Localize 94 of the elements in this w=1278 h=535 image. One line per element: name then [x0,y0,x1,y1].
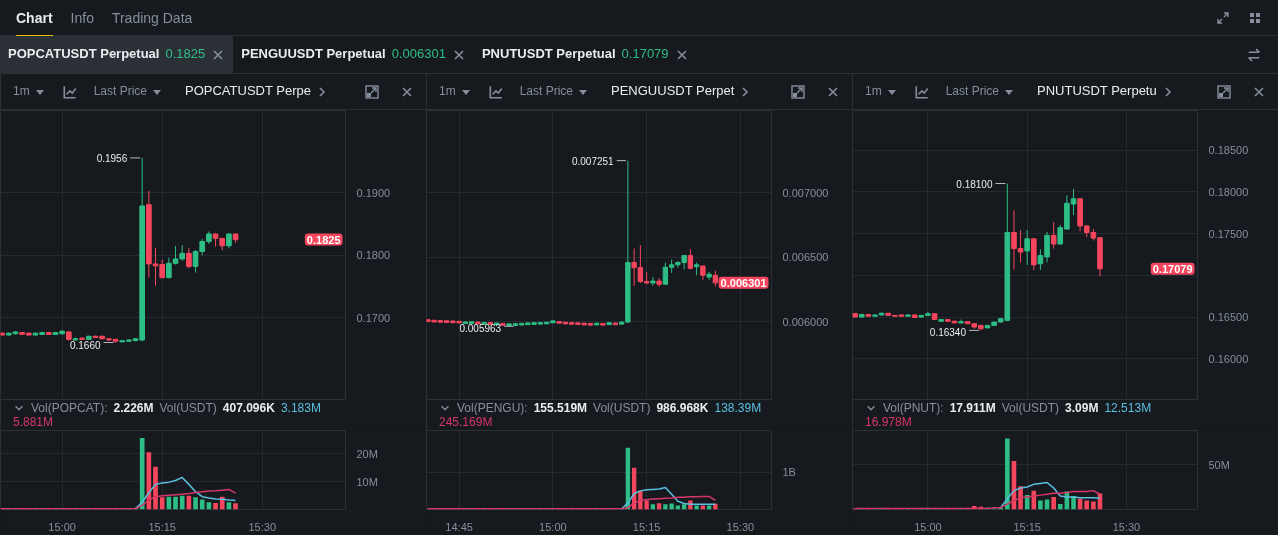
text: POPCATUSDT Perpetual [8,45,160,64]
annotation: 0.006301 [720,276,767,289]
text: 0.006301 [391,45,446,64]
text: Trading Data [111,8,193,28]
y-tick-label: 10M [356,475,378,488]
text: 407.096K [222,401,275,415]
annotation: 0.005963 [459,323,502,335]
x-tick-label: 15:00 [914,520,942,533]
annotation: 0.17079 [1152,262,1193,275]
annotation: 0.1660 [69,339,101,351]
text: 1m [13,82,30,100]
bar [694,505,699,510]
annotation: 0.1825 [306,233,341,246]
y-tick-label: 0.006000 [782,315,829,328]
bar [159,497,165,510]
x-tick-label: 15:15 [632,520,661,533]
text: Vol(USDT) [1001,401,1060,415]
chart-title: PNUTUSDT Perpetu [1037,82,1157,101]
y-tick-label: 0.1700 [356,311,391,324]
text: 1m [439,82,456,100]
y-tick-label: 0.006500 [782,251,829,264]
bar [193,497,198,510]
candlestick [186,247,192,269]
bar [173,496,178,510]
text: 986.968K [656,401,709,415]
y-tick-label: 20M [356,447,378,460]
bar [1038,500,1043,510]
text: Info [70,8,94,28]
line-series [134,476,237,510]
text: Vol(POPCAT): [31,401,108,415]
bar [179,495,185,510]
text: Vol(PENGU): [457,401,528,415]
text: Vol(USDT) [593,401,651,415]
candlestick [1024,229,1030,266]
text: 138.39M [714,401,762,415]
annotation: 0.18100 [956,178,993,190]
y-tick-label: 0.18000 [1208,185,1249,198]
text: 5.881M [13,415,54,429]
y-tick-label: 0.1800 [356,249,391,262]
annotation: 0.007251 [571,155,615,167]
text: 2.226M [113,401,154,415]
text: Chart [16,0,53,37]
chart-title: PENGUUSDT Perpet [611,82,735,101]
text: Last Price [519,82,574,100]
y-tick-label: 0.16000 [1208,352,1249,365]
y-tick-label: 50M [1208,458,1230,471]
x-tick-label: 15:00 [48,520,76,533]
text: 0.17079 [621,45,669,64]
x-tick-label: 15:00 [539,520,567,533]
y-tick-label: 0.18500 [1208,144,1249,157]
y-tick-label: 0.1900 [356,186,391,199]
bar [1005,438,1010,510]
annotation: 0.1956 [96,152,128,164]
bar [199,499,205,510]
bar [713,503,718,510]
bar [213,503,218,510]
x-tick-label: 15:30 [248,520,277,533]
y-tick-label: 0.16500 [1208,311,1249,324]
x-tick-label: 14:45 [445,520,473,533]
chart-title: POPCATUSDT Perpe [185,82,311,101]
bar [153,466,158,510]
text: Vol(PNUT): [883,401,944,415]
y-tick-label: 1B [782,466,796,479]
bar [1051,496,1056,510]
y-tick-label: 0.17500 [1208,227,1249,240]
text: Last Price [93,82,148,100]
text: 17.911M [949,401,996,415]
candlestick [650,276,656,287]
x-tick-label: 15:30 [726,520,755,533]
text: 3.183M [280,401,321,415]
text: 245.169M [439,415,493,429]
text: 3.09M [1065,401,1099,415]
x-tick-label: 15:15 [1013,520,1041,533]
text: 155.519M [533,401,588,415]
bar [1057,504,1063,510]
text: 0.1825 [165,45,206,64]
x-tick-label: 15:15 [148,520,176,533]
candlestick [1050,221,1057,250]
text: Last Price [945,82,1000,100]
annotation: 0.16340 [929,327,967,339]
bar [139,438,145,510]
bar [1084,500,1090,510]
bar [1091,501,1096,510]
text: Vol(USDT) [159,401,217,415]
text: 1m [865,82,882,100]
text: 16.978M [865,415,912,429]
line-series [1,488,237,510]
candlestick [706,271,712,281]
x-tick-label: 15:30 [1112,520,1141,533]
text: PNUTUSDT Perpetual [481,45,616,64]
bar [233,503,238,510]
y-tick-label: 0.007000 [782,186,829,199]
text: 12.513M [1104,401,1152,415]
text: PENGUUSDT Perpetual [241,45,386,64]
